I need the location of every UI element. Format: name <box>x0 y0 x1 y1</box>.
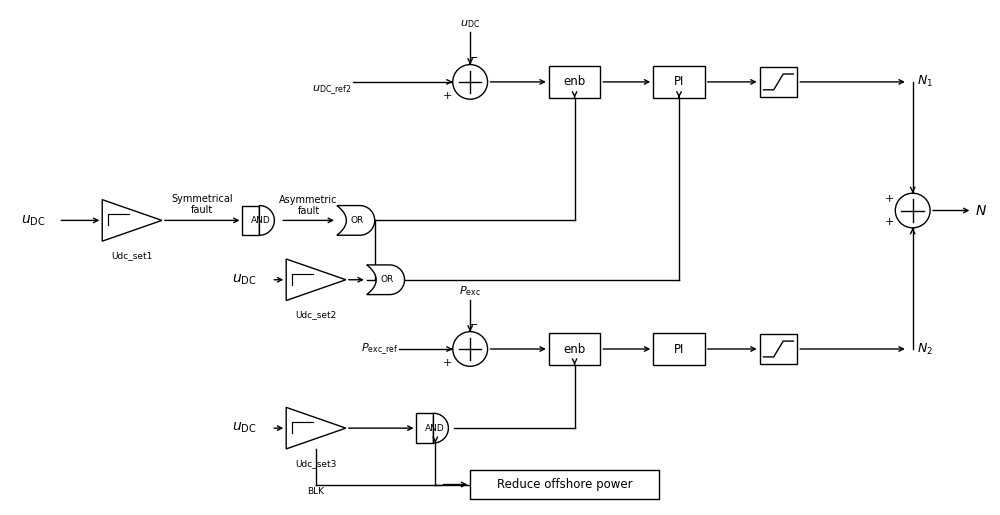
Polygon shape <box>367 265 405 295</box>
Bar <box>653 66 705 98</box>
Polygon shape <box>259 205 274 235</box>
Text: enb: enb <box>563 342 586 355</box>
Text: $u_{\rm DC}$: $u_{\rm DC}$ <box>232 421 256 435</box>
Text: $N_2$: $N_2$ <box>917 341 933 356</box>
Text: Udc_set2: Udc_set2 <box>295 311 337 319</box>
Text: $N$: $N$ <box>975 203 987 217</box>
Text: Reduce offshore power: Reduce offshore power <box>497 478 632 491</box>
Text: $u_{\rm DC}$: $u_{\rm DC}$ <box>232 272 256 287</box>
Polygon shape <box>433 414 448 443</box>
Polygon shape <box>286 407 346 449</box>
Polygon shape <box>102 200 162 241</box>
Circle shape <box>453 64 488 99</box>
Text: +: + <box>885 194 894 203</box>
Bar <box>549 333 600 365</box>
Bar <box>760 67 797 97</box>
Text: +: + <box>443 358 452 368</box>
Text: Udc_set3: Udc_set3 <box>295 459 337 468</box>
Text: BLK: BLK <box>308 487 325 495</box>
Text: $u_{\rm DC}$: $u_{\rm DC}$ <box>21 213 45 228</box>
Circle shape <box>453 332 488 366</box>
Text: PI: PI <box>674 75 684 89</box>
Text: Symmetrical
fault: Symmetrical fault <box>171 194 233 215</box>
Text: $N_1$: $N_1$ <box>917 74 933 90</box>
Text: +: + <box>443 91 452 101</box>
Bar <box>549 66 600 98</box>
Polygon shape <box>286 259 346 301</box>
Bar <box>470 470 659 500</box>
Text: +: + <box>885 217 894 228</box>
Text: $P_{\rm exc\_ref}$: $P_{\rm exc\_ref}$ <box>361 341 398 357</box>
Polygon shape <box>337 205 375 235</box>
Polygon shape <box>242 205 259 235</box>
Text: $-$: $-$ <box>468 50 478 61</box>
Text: Asymmetric
fault: Asymmetric fault <box>279 195 338 216</box>
Text: AND: AND <box>424 424 444 433</box>
Text: OR: OR <box>350 216 363 225</box>
Text: OR: OR <box>380 275 393 284</box>
Text: PI: PI <box>674 342 684 355</box>
Circle shape <box>895 193 930 228</box>
Polygon shape <box>416 414 433 443</box>
Text: AND: AND <box>250 216 270 225</box>
Text: $-$: $-$ <box>468 318 478 328</box>
Text: $u_{\rm DC}$: $u_{\rm DC}$ <box>460 19 480 30</box>
Text: $u_{\rm DC\_ref2}$: $u_{\rm DC\_ref2}$ <box>312 83 351 96</box>
Bar <box>653 333 705 365</box>
Text: enb: enb <box>563 75 586 89</box>
Text: Udc_set1: Udc_set1 <box>111 251 153 260</box>
Bar <box>760 334 797 364</box>
Text: $P_{\rm exc}$: $P_{\rm exc}$ <box>459 284 481 298</box>
